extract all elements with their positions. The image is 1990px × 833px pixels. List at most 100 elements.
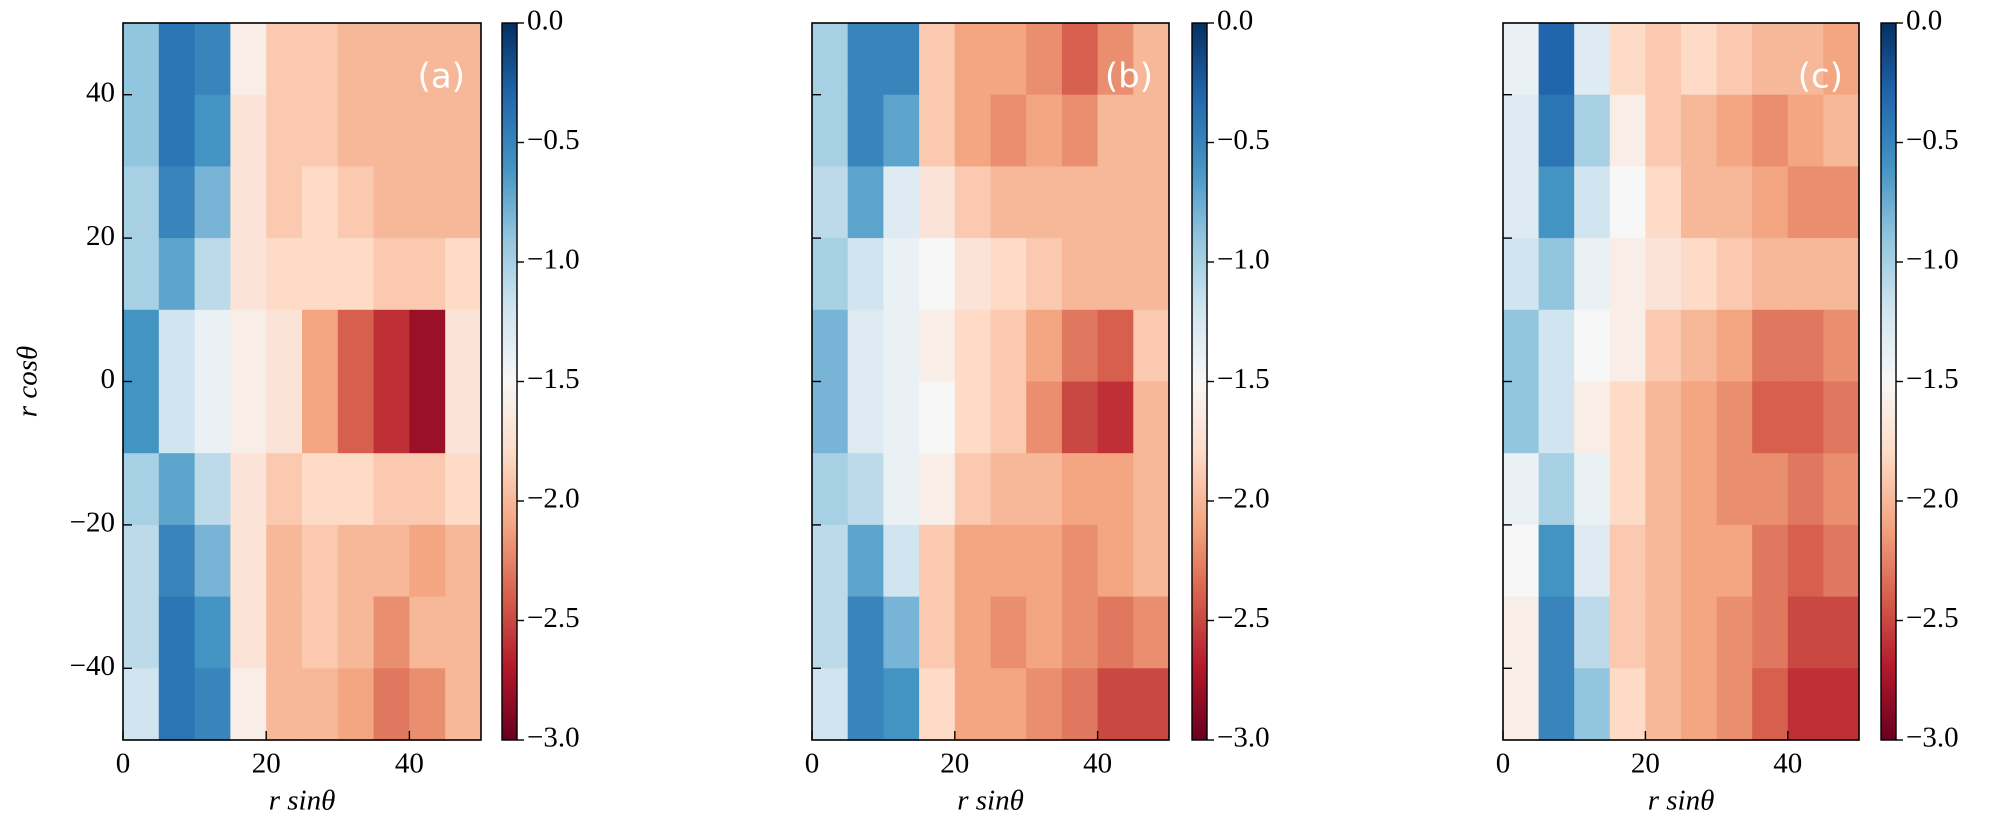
heat-cell xyxy=(990,453,1027,526)
heat-cell xyxy=(337,94,375,167)
heat-cell xyxy=(1716,238,1753,311)
heat-cell xyxy=(1681,596,1718,669)
heat-cell xyxy=(1574,23,1611,96)
heat-cell xyxy=(302,524,339,598)
heat-cell xyxy=(1716,596,1753,669)
heat-cell xyxy=(1681,668,1718,741)
heat-cell xyxy=(302,94,339,167)
heat-cell xyxy=(954,596,992,669)
heat-cell xyxy=(1538,166,1575,239)
heat-cell xyxy=(1645,453,1682,526)
heat-cell xyxy=(812,668,849,741)
heat-cell xyxy=(919,524,956,598)
heat-cell xyxy=(1645,309,1682,383)
heat-cell xyxy=(812,23,849,96)
heat-cell xyxy=(1823,23,1860,96)
heat-cell xyxy=(123,309,160,383)
heat-cell xyxy=(230,166,267,239)
heat-cell xyxy=(919,238,956,311)
heat-cell xyxy=(1681,453,1718,526)
panel-label: (b) xyxy=(1105,57,1153,97)
heat-cell xyxy=(123,238,160,311)
heat-cell xyxy=(883,309,920,383)
heat-cell xyxy=(302,238,339,311)
heat-cell xyxy=(990,94,1027,167)
heat-cell xyxy=(1823,596,1860,669)
heat-cell xyxy=(1645,238,1682,311)
colorbar-tick-label: −2.5 xyxy=(1906,602,1959,634)
heat-cell xyxy=(847,166,884,239)
heat-cell xyxy=(373,94,410,167)
heat-cell xyxy=(337,668,375,741)
heat-cell xyxy=(123,668,160,741)
heat-cell xyxy=(919,381,956,454)
heat-cell xyxy=(1752,23,1789,96)
colorbar-tick-label: −1.5 xyxy=(1906,363,1959,395)
heat-cell xyxy=(373,23,410,96)
heat-cell xyxy=(337,381,375,454)
x-axis-label: r sinθ xyxy=(269,785,336,817)
heat-cell xyxy=(1097,238,1134,311)
colorbar-tick-label: −1.0 xyxy=(1217,244,1270,276)
heat-cell xyxy=(266,381,303,454)
heat-cell xyxy=(158,524,196,598)
heat-cell xyxy=(1503,94,1540,167)
heat-cell xyxy=(1538,453,1575,526)
heat-cell xyxy=(409,453,446,526)
y-tick-label: 0 xyxy=(101,363,116,395)
heat-cell xyxy=(954,238,992,311)
heat-cell xyxy=(1716,23,1753,96)
heat-cell xyxy=(302,668,339,741)
colorbar-tick-label: −0.5 xyxy=(1906,124,1959,156)
heat-cell xyxy=(1574,668,1611,741)
heat-cell xyxy=(812,309,849,383)
heat-cell xyxy=(302,381,339,454)
heat-cell xyxy=(1538,668,1575,741)
heat-cell xyxy=(230,309,267,383)
heat-cell xyxy=(1503,596,1540,669)
heat-cell xyxy=(230,668,267,741)
heat-cell xyxy=(230,524,267,598)
heat-cell xyxy=(1026,668,1063,741)
heat-cell xyxy=(1645,596,1682,669)
x-tick-label: 20 xyxy=(252,748,281,780)
heat-cell xyxy=(1716,166,1753,239)
heat-cell xyxy=(990,23,1027,96)
colorbar-tick-label: 0.0 xyxy=(527,5,563,37)
heat-cell xyxy=(990,309,1027,383)
heat-cell xyxy=(919,453,956,526)
heat-cell xyxy=(883,596,920,669)
heat-cell xyxy=(1752,668,1789,741)
heat-cell xyxy=(1823,524,1860,598)
heat-cell xyxy=(123,524,160,598)
heat-cell xyxy=(194,23,231,96)
heat-cell xyxy=(445,596,482,669)
heat-cell xyxy=(954,166,992,239)
heat-cell xyxy=(990,596,1027,669)
heat-cell xyxy=(373,381,410,454)
heat-cell xyxy=(1503,524,1540,598)
heat-cell xyxy=(158,166,196,239)
colorbar-tick-label: −2.5 xyxy=(1217,602,1270,634)
heat-cell xyxy=(1681,309,1718,383)
heat-cell xyxy=(194,596,231,669)
heat-cell xyxy=(373,453,410,526)
heat-cell xyxy=(847,94,884,167)
heat-cell xyxy=(158,668,196,741)
heat-cell xyxy=(1574,309,1611,383)
x-tick-label: 40 xyxy=(1773,748,1802,780)
heat-cell xyxy=(954,381,992,454)
heat-cell xyxy=(1716,453,1753,526)
heat-cell xyxy=(1503,309,1540,383)
heat-cell xyxy=(1026,309,1063,383)
heat-cell xyxy=(194,453,231,526)
heat-cell xyxy=(883,23,920,96)
colorbar xyxy=(1880,22,1897,741)
heat-cell xyxy=(990,381,1027,454)
heat-cell xyxy=(302,453,339,526)
heat-cell xyxy=(123,94,160,167)
heat-cell xyxy=(1133,309,1170,383)
heat-cell xyxy=(302,309,339,383)
heat-cell xyxy=(230,94,267,167)
heat-cell xyxy=(1716,94,1753,167)
